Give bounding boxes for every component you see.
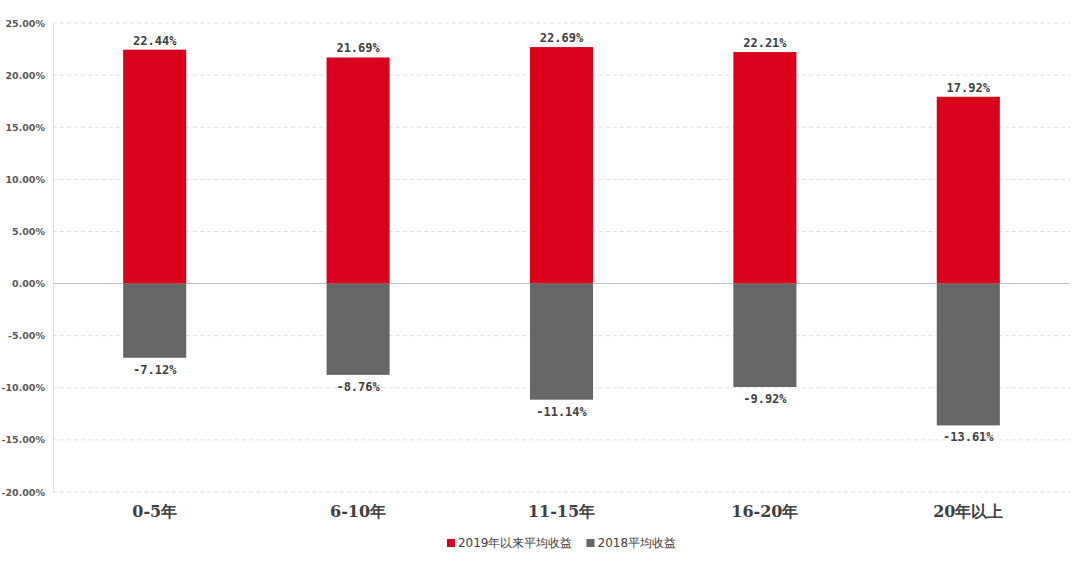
y-tick-label: 10.00% <box>5 174 45 185</box>
y-tick: -5.00% <box>8 330 53 341</box>
legend-swatch <box>447 539 455 547</box>
data-label: 17.92% <box>947 81 991 95</box>
y-tick-label: 0.00% <box>12 278 45 289</box>
bar <box>123 284 186 358</box>
y-tick: -20.00% <box>1 487 53 498</box>
data-label: -8.76% <box>336 380 380 394</box>
y-tick: 25.00% <box>5 18 53 29</box>
legend-item: 2018平均收益 <box>587 536 677 550</box>
y-tick: 5.00% <box>12 226 53 237</box>
legend-swatch <box>587 539 595 547</box>
y-tick: -15.00% <box>1 434 53 445</box>
data-label: 22.44% <box>133 34 177 48</box>
grid <box>53 23 1070 492</box>
grid-line <box>53 23 1070 24</box>
y-tick-label: -20.00% <box>1 487 45 498</box>
bar <box>123 50 186 284</box>
x-tick: 11-15年 <box>528 492 595 521</box>
data-labels: 22.44% 21.69% 22.69% 22.21% 17.92% -7.12% -8.7… <box>133 31 994 444</box>
bar <box>937 97 1000 284</box>
data-label: -7.12% <box>133 363 177 377</box>
y-tick-label: -10.00% <box>1 382 45 393</box>
bar <box>530 47 593 283</box>
legend-label: 2019年以来平均收益 <box>458 536 573 550</box>
grid-line <box>53 492 1070 493</box>
x-tick: 6-10年 <box>330 492 386 521</box>
y-tick: 15.00% <box>5 122 53 133</box>
x-tick: 20年以上 <box>933 492 1003 521</box>
legend-item: 2019年以来平均收益 <box>447 536 573 550</box>
y-tick: -10.00% <box>1 382 53 393</box>
x-tick-label: 20年以上 <box>933 502 1003 521</box>
bar <box>530 284 593 400</box>
x-tick-label: 16-20年 <box>731 502 798 521</box>
x-tick-label: 6-10年 <box>330 502 386 521</box>
x-tick-label: 11-15年 <box>528 502 595 521</box>
bar <box>937 284 1000 426</box>
legend-label: 2018平均收益 <box>598 536 677 550</box>
bar <box>733 284 796 387</box>
bar <box>327 57 390 283</box>
data-label: 21.69% <box>336 41 380 55</box>
x-axis: 0-5年 6-10年 11-15年 16-20年 20年以上 <box>132 492 1003 521</box>
legend: 2019年以来平均收益 2018平均收益 <box>447 536 676 550</box>
data-label: -9.92% <box>743 392 787 406</box>
bar <box>327 284 390 375</box>
y-tick-label: 25.00% <box>5 18 45 29</box>
y-tick-label: 20.00% <box>5 70 45 81</box>
y-tick: 0.00% <box>12 278 53 289</box>
y-axis: -20.00% -15.00% -10.00% -5.00% 0.00% 5.00% 10.… <box>1 18 53 498</box>
x-tick: 0-5年 <box>132 492 177 521</box>
y-tick-label: -15.00% <box>1 434 45 445</box>
y-tick: 10.00% <box>5 174 53 185</box>
y-tick-label: 15.00% <box>5 122 45 133</box>
data-label: -11.14% <box>536 405 587 419</box>
y-tick: 20.00% <box>5 70 53 81</box>
grid-line <box>53 439 1070 440</box>
data-label: 22.21% <box>743 36 787 50</box>
y-tick-label: 5.00% <box>12 226 45 237</box>
y-tick-label: -5.00% <box>8 330 45 341</box>
data-label: -13.61% <box>943 430 994 444</box>
chart: -20.00% -15.00% -10.00% -5.00% 0.00% 5.00% 10.… <box>0 0 1080 564</box>
data-label: 22.69% <box>540 31 584 45</box>
bar <box>733 52 796 283</box>
x-tick-label: 0-5年 <box>132 502 177 521</box>
y-axis-line <box>53 24 54 493</box>
x-tick: 16-20年 <box>731 492 798 521</box>
bars <box>123 47 1000 425</box>
